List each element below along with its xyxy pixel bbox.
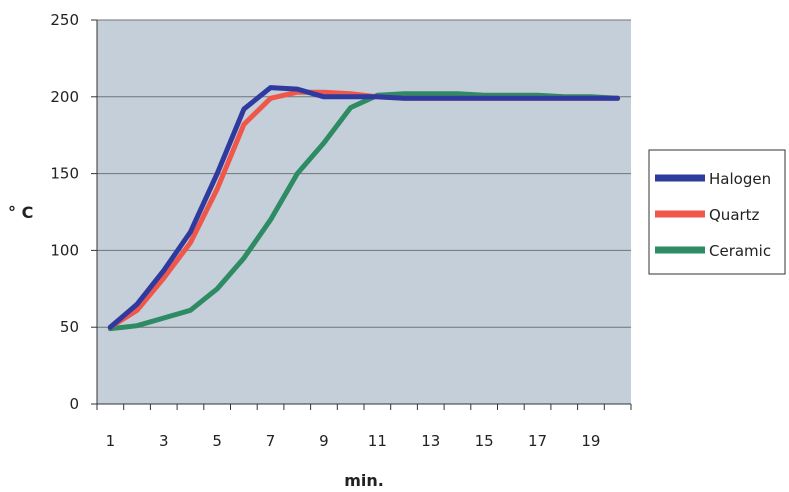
x-tick-labels: 1 3 5 7 9 11 13 15 17 19 (106, 432, 601, 450)
x-tick-label: 7 (266, 432, 276, 450)
x-tick-label: 1 (106, 432, 116, 450)
x-tick-label: 17 (528, 432, 547, 450)
x-tick-label: 9 (319, 432, 329, 450)
x-axis-title: min. (344, 471, 384, 490)
plot-area (97, 20, 631, 404)
y-tick-label: 100 (50, 241, 79, 259)
x-tick-label: 15 (475, 432, 494, 450)
x-tick-label: 13 (421, 432, 440, 450)
x-tick-label: 3 (159, 432, 169, 450)
y-tick-label: 200 (50, 88, 79, 106)
legend-label: Quartz (709, 206, 760, 224)
y-tick-label: 150 (50, 165, 79, 183)
y-tick-labels: 0 50 100 150 200 250 (50, 11, 79, 413)
y-axis-title: ° C (8, 203, 33, 222)
x-tick-label: 11 (368, 432, 387, 450)
x-tick-label: 19 (581, 432, 600, 450)
axes (91, 19, 632, 410)
legend: Halogen Quartz Ceramic (648, 149, 786, 275)
y-tick-label: 50 (60, 318, 79, 336)
x-tick-label: 5 (212, 432, 222, 450)
series-line-ceramic (107, 91, 621, 332)
series-lines (107, 85, 621, 332)
series-line-halogen (107, 85, 621, 330)
legend-label: Halogen (709, 170, 771, 188)
y-tick-label: 0 (69, 395, 79, 413)
y-tick-label: 250 (50, 11, 79, 29)
legend-label: Ceramic (709, 242, 771, 260)
